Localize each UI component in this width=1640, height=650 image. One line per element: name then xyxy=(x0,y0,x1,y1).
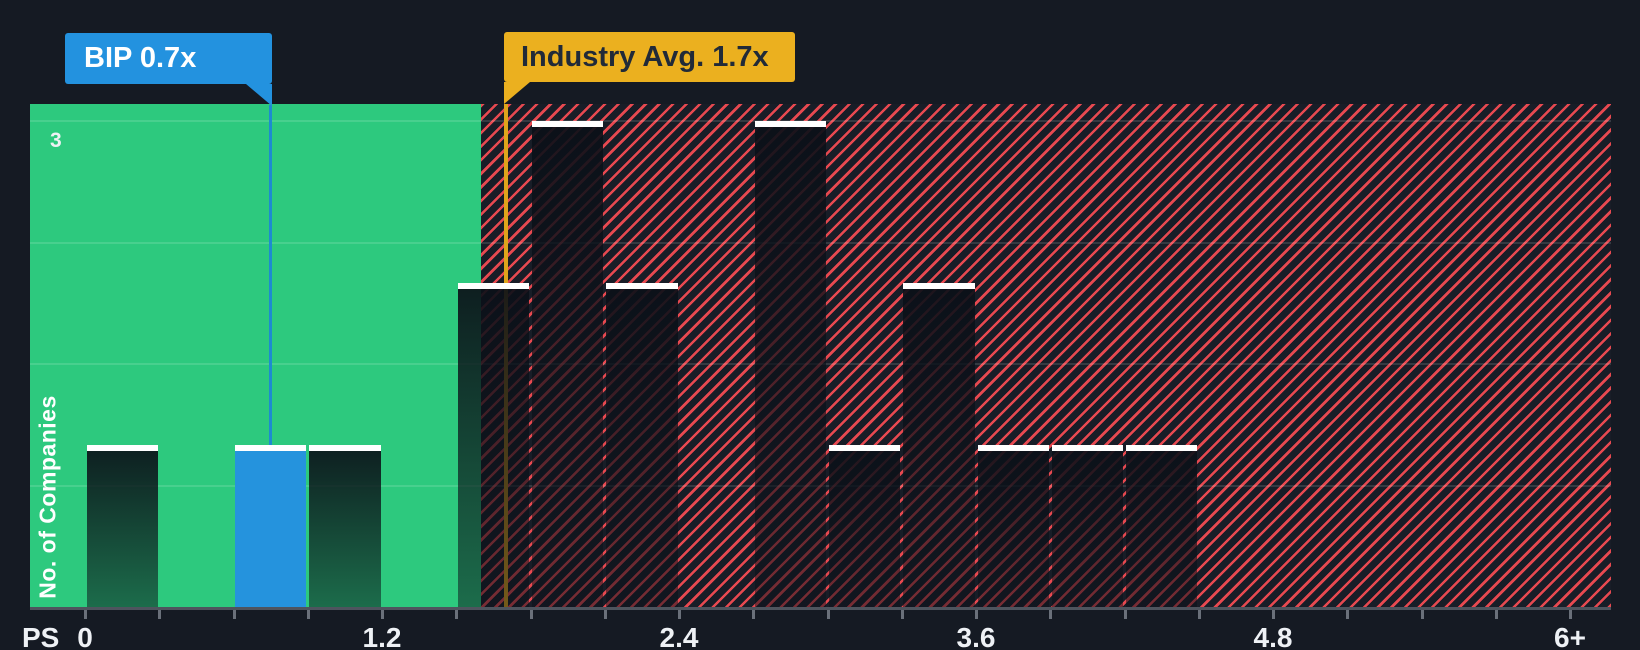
histogram-bar[interactable] xyxy=(1051,445,1123,607)
bar-top-cap xyxy=(1051,445,1123,451)
x-axis-tick xyxy=(1569,610,1572,619)
x-axis-tick-label: 2.4 xyxy=(659,622,699,650)
x-axis-tick-label: 6+ xyxy=(1554,622,1586,650)
histogram-bar[interactable] xyxy=(457,283,529,607)
histogram-bar[interactable] xyxy=(977,445,1049,607)
x-axis-tick xyxy=(84,610,87,619)
bar-top-cap xyxy=(606,283,678,289)
callout-pointer-icon xyxy=(246,84,272,106)
bar-top-cap xyxy=(309,445,381,451)
bip-callout: BIP 0.7x xyxy=(65,33,272,106)
y-axis-tick-label: 3 xyxy=(50,129,62,152)
histogram-bar[interactable] xyxy=(903,283,975,607)
histogram-bar[interactable] xyxy=(532,121,604,607)
bar-top-cap xyxy=(86,445,158,451)
bar-top-cap xyxy=(754,121,826,127)
bar-top-cap xyxy=(829,445,901,451)
bar-top-cap xyxy=(903,283,975,289)
histogram-bar[interactable] xyxy=(829,445,901,607)
histogram-bar[interactable] xyxy=(754,121,826,607)
bar-top-cap xyxy=(457,283,529,289)
bar-top-cap xyxy=(235,445,307,451)
x-axis-tick xyxy=(826,610,830,619)
x-axis-tick xyxy=(1049,610,1053,619)
x-axis-tick xyxy=(455,610,459,619)
bip-marker-line xyxy=(269,105,272,445)
x-axis-tick xyxy=(1197,610,1201,619)
bar-top-cap xyxy=(977,445,1049,451)
x-axis-tick xyxy=(232,610,236,619)
industry-avg-callout: Industry Avg. 1.7x xyxy=(504,32,795,104)
x-axis-tick-label: 3.6 xyxy=(956,622,996,650)
x-axis-tick xyxy=(1123,610,1127,619)
histogram-bar[interactable] xyxy=(309,445,381,607)
x-axis-tick xyxy=(1272,610,1275,619)
bar-top-cap xyxy=(1126,445,1198,451)
x-axis-tick-label: 4.8 xyxy=(1253,622,1293,650)
x-axis-tick xyxy=(1346,610,1350,619)
histogram-bar[interactable] xyxy=(1126,445,1198,607)
x-axis-tick xyxy=(1494,610,1498,619)
x-axis-tick xyxy=(975,610,978,619)
x-axis-tick xyxy=(752,610,756,619)
x-axis-tick xyxy=(603,610,607,619)
histogram-bar[interactable] xyxy=(606,283,678,607)
plot-area: 3 xyxy=(30,104,1611,607)
y-axis-title: No. of Companies xyxy=(34,395,61,599)
x-axis-tick xyxy=(529,610,533,619)
x-axis-unit-label: PS xyxy=(22,622,60,650)
industry-avg-callout-text: Industry Avg. 1.7x xyxy=(521,41,769,73)
x-axis-tick-label: 1.2 xyxy=(362,622,402,650)
bip-callout-text: BIP 0.7x xyxy=(84,42,197,74)
callout-pointer-icon xyxy=(504,82,530,104)
x-axis-tick xyxy=(158,610,162,619)
x-axis-tick xyxy=(678,610,681,619)
x-axis-tick xyxy=(306,610,310,619)
x-axis-tick-label: 0 xyxy=(77,622,93,650)
x-axis-tick xyxy=(900,610,904,619)
x-axis-line xyxy=(30,607,1611,610)
x-axis-tick xyxy=(1420,610,1424,619)
histogram-bar[interactable] xyxy=(86,445,158,607)
x-axis-tick xyxy=(381,610,384,619)
histogram-bar-company[interactable] xyxy=(235,445,307,607)
bar-top-cap xyxy=(532,121,604,127)
